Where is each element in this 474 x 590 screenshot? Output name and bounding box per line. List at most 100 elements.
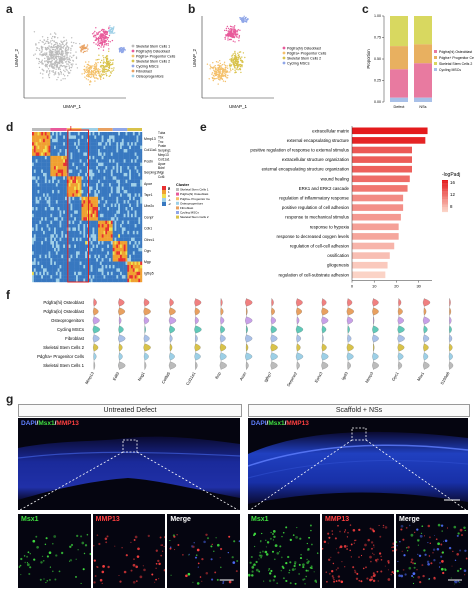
d-heat-cell [127, 213, 130, 218]
d-heat-cell [99, 196, 102, 201]
d-heat-cell [76, 183, 79, 187]
d-heat-cell [32, 258, 35, 262]
d-heat-cell [96, 135, 99, 140]
d-heat-cell [39, 217, 42, 221]
d-heat-cell [37, 162, 40, 167]
c-ytick: 1.00 [374, 14, 381, 18]
umap-b-point [239, 66, 242, 68]
d-heat-cell [55, 268, 58, 272]
d-heat-cell [48, 237, 51, 242]
d-heat-cell [59, 152, 62, 157]
umap-a-point [41, 48, 43, 51]
d-heat-cell [125, 227, 128, 232]
d-heat-cell [55, 142, 58, 146]
d-heat-cell [70, 159, 73, 163]
d-heat-cell [114, 193, 117, 197]
d-heat-cell [132, 271, 135, 276]
d-heat-cell [41, 244, 44, 249]
d-heat-cell [101, 138, 104, 143]
d-heat-cell [72, 176, 75, 180]
e-bar [352, 165, 412, 173]
f-violin [397, 307, 403, 316]
d-heat-cell [132, 203, 135, 208]
umap-a-point [75, 57, 78, 60]
umap-a-point [114, 32, 116, 34]
d-heat-cell [118, 169, 121, 174]
d-heat-cell [43, 254, 46, 259]
d-heat-cell [39, 254, 42, 259]
d-heat-cell [46, 271, 49, 276]
umap-b-point [237, 33, 239, 35]
d-heat-cell [129, 155, 132, 160]
d-heat-cell [134, 155, 137, 160]
d-heat-cell [120, 258, 123, 262]
umap-a-point [42, 63, 44, 65]
d-heat-cell [46, 244, 49, 249]
d-heat-cell [116, 241, 119, 245]
d-heat-cell [132, 152, 135, 157]
umap-a-point [60, 64, 63, 67]
umap-a-point [38, 48, 40, 50]
umap-b-point [238, 35, 241, 37]
d-heat-cell [109, 264, 112, 269]
f-violin [92, 316, 100, 325]
d-heat-cell [105, 135, 108, 140]
umap-a-point [100, 76, 102, 78]
d-heat-cell [44, 142, 47, 146]
d-heat-cell [70, 135, 73, 140]
d-heat-cell [54, 213, 57, 218]
e-legend-gradient-step [442, 186, 448, 189]
d-heat-cell [74, 172, 77, 177]
d-heat-cell [101, 237, 104, 242]
d-heat-cell [98, 172, 101, 177]
d-heat-cell [125, 210, 128, 215]
e-legend-tick: 16 [450, 180, 455, 185]
d-heat-cell [52, 138, 55, 143]
d-heat-cell [32, 135, 35, 140]
umap-b-point [223, 63, 225, 65]
d-heat-cell [123, 275, 126, 279]
scaffold-stain-label: DAPI/Msx1/MMP13 [251, 420, 309, 427]
d-heat-cell [41, 247, 44, 252]
umap-a-point [83, 65, 86, 67]
d-heat-cell [35, 230, 38, 235]
d-heat-cell [114, 149, 117, 153]
d-heat-cell [136, 244, 139, 249]
d-heat-cell [134, 203, 137, 208]
d-heat-cell [92, 207, 95, 211]
d-heat-cell [110, 196, 113, 201]
d-heat-cell [114, 224, 117, 228]
d-heat-cell [77, 183, 80, 187]
d-heat-cell [37, 196, 40, 201]
d-heat-cell [63, 155, 66, 160]
umap-a-point [53, 66, 55, 68]
d-heat-cell [109, 152, 112, 157]
umap-a-point [47, 36, 49, 39]
d-heat-cell [33, 179, 36, 184]
d-heat-cell [54, 162, 57, 167]
umap-a-point [107, 70, 109, 72]
d-heat-cell [52, 152, 55, 157]
umap-b-point [232, 30, 234, 32]
d-heat-cell [90, 210, 93, 215]
d-heat-cell [94, 142, 97, 146]
d-heat-cell [107, 142, 110, 146]
umap-b-point [234, 41, 236, 43]
d-heat-cell [81, 162, 84, 167]
d-heat-cell [83, 203, 86, 208]
d-heat-cell [44, 183, 47, 187]
d-heat-cell [54, 135, 57, 140]
d-heat-cell [127, 203, 130, 208]
d-heat-cell [121, 224, 124, 228]
d-heat-cell [98, 271, 101, 276]
d-heat-cell [123, 138, 126, 143]
d-heat-cell [118, 241, 121, 245]
d-heat-cell [57, 210, 60, 215]
umap-a-point [68, 72, 70, 75]
d-heat-cell [83, 200, 86, 204]
d-heat-cell [120, 186, 123, 191]
d-heat-cell [138, 159, 141, 163]
d-heat-cell [77, 145, 80, 150]
d-heat-cell [79, 207, 82, 211]
d-heat-cell [37, 176, 40, 180]
